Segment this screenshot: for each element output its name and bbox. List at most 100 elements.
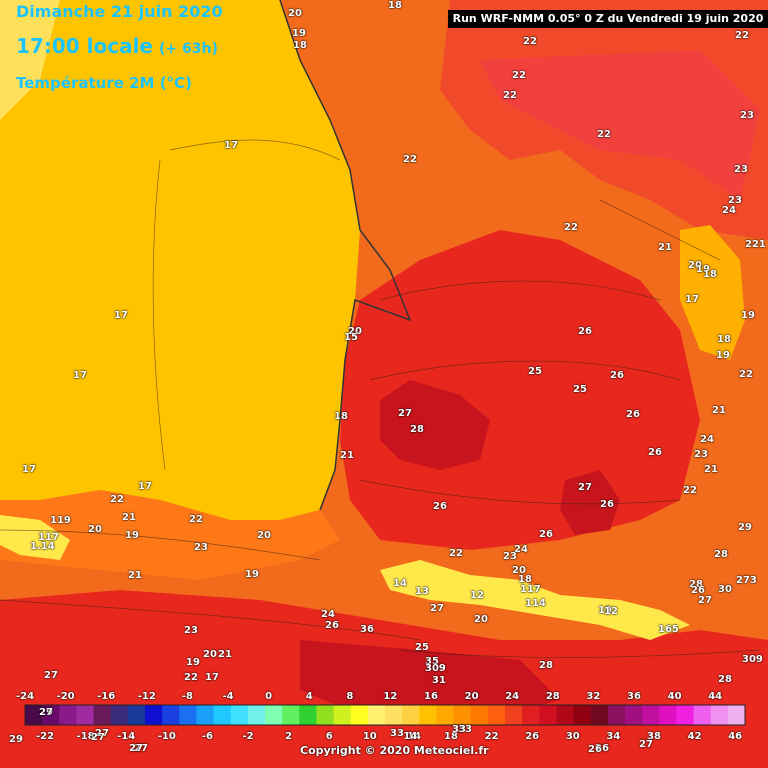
- temperature-value-label: 18: [518, 574, 532, 585]
- temperature-value-label: 23: [694, 449, 708, 460]
- temperature-value-label: 22: [735, 30, 749, 41]
- temperature-value-label: 23: [503, 551, 517, 562]
- temperature-value-label: 22: [503, 90, 517, 101]
- atlantic-ocean: [0, 0, 360, 520]
- temperature-value-label: 26: [691, 585, 705, 596]
- scale-swatch: [402, 705, 420, 725]
- alps-cold-area: [680, 225, 745, 360]
- scale-swatch: [419, 705, 437, 725]
- scale-swatch: [453, 705, 472, 725]
- temperature-value-label: 27: [578, 482, 592, 493]
- temperature-value-label: 17: [73, 370, 87, 381]
- temperature-value-label: 28: [410, 424, 424, 435]
- scale-swatch: [539, 705, 557, 725]
- forecast-time-value: 17:00 locale: [16, 34, 153, 58]
- temperature-value-label: 273: [736, 575, 757, 586]
- temperature-value-label: 21: [340, 450, 354, 461]
- scale-swatch: [590, 705, 609, 725]
- scale-swatch: [625, 705, 643, 725]
- temperature-value-label: 12: [470, 590, 484, 601]
- scale-swatch: [230, 705, 249, 725]
- scale-swatch: [333, 705, 352, 725]
- temperature-value-label: 26: [539, 529, 553, 540]
- temperature-value-label: 23: [734, 164, 748, 175]
- temperature-value-label: 19: [741, 310, 755, 321]
- temperature-value-label: 165: [658, 624, 679, 635]
- temperature-value-label: 26: [433, 501, 447, 512]
- temperature-value-label: 20: [474, 614, 488, 625]
- temperature-value-label: 20: [288, 8, 302, 19]
- scale-swatch: [385, 705, 403, 725]
- temperature-value-label: 17: [224, 140, 238, 151]
- forecast-offset: (+ 63h): [159, 41, 218, 57]
- forecast-date: Dimanche 21 juin 2020: [16, 2, 223, 21]
- temperature-value-label: 28: [539, 660, 553, 671]
- scale-swatch: [659, 705, 677, 725]
- temperature-value-label: 26: [626, 409, 640, 420]
- temperature-value-label: 22: [110, 494, 124, 505]
- scale-swatch: [25, 705, 43, 725]
- scale-swatch: [367, 705, 386, 725]
- temperature-value-label: 22: [449, 548, 463, 559]
- temperature-value-label: 27: [698, 595, 712, 606]
- scale-swatch: [282, 705, 300, 725]
- temperature-value-label: 22: [184, 672, 198, 683]
- scale-swatch: [76, 705, 95, 725]
- temperature-value-label: 221: [745, 239, 766, 250]
- temperature-value-label: 28: [718, 674, 732, 685]
- scale-swatch: [573, 705, 592, 725]
- temperature-value-label: 24: [321, 609, 335, 620]
- scale-swatch: [522, 705, 540, 725]
- scale-swatch: [42, 705, 60, 725]
- temperature-value-label: 26: [600, 499, 614, 510]
- temperature-value-label: 26: [578, 326, 592, 337]
- sea-pale-area: [0, 0, 60, 120]
- temperature-value-label: 17: [138, 481, 152, 492]
- hot-core-central: [380, 380, 490, 470]
- temperature-value-label: 30: [718, 584, 732, 595]
- iberia-north-band: [0, 490, 340, 580]
- temperature-value-label: 18: [388, 0, 402, 11]
- temperature-value-label: 21: [122, 512, 136, 523]
- forecast-time: 17:00 locale (+ 63h): [16, 34, 218, 58]
- scale-swatch: [213, 705, 232, 725]
- temperature-value-label: 24: [514, 544, 528, 555]
- temperature-value-label: 20: [512, 565, 526, 576]
- temperature-value-label: 25: [528, 366, 542, 377]
- hot-region-central: [340, 230, 700, 550]
- temperature-value-label: 19: [696, 264, 710, 275]
- scale-swatch: [487, 705, 506, 725]
- scale-swatch: [162, 705, 180, 725]
- temperature-value-label: 22: [739, 369, 753, 380]
- temperature-value-label: 17: [685, 294, 699, 305]
- temperature-value-label: 117: [38, 532, 59, 543]
- temperature-value-label: 33: [458, 724, 472, 735]
- scale-swatch: [110, 705, 129, 725]
- temperature-value-label: 20: [688, 260, 702, 271]
- scale-swatch: [676, 705, 695, 725]
- temperature-value-label: 27: [44, 670, 58, 681]
- scale-swatch: [693, 705, 712, 725]
- temperature-value-label: 29: [738, 522, 752, 533]
- temperature-value-label: 19: [245, 569, 259, 580]
- temperature-value-label: 14: [393, 578, 407, 589]
- scale-swatch: [145, 705, 163, 725]
- temperature-value-label: 28: [689, 579, 703, 590]
- temperature-value-label: 22: [597, 129, 611, 140]
- temperature-value-label: 18: [293, 40, 307, 51]
- temperature-value-label: 18: [334, 411, 348, 422]
- temperature-value-label: 19: [716, 350, 730, 361]
- temperature-value-label: 22: [564, 222, 578, 233]
- scale-swatch: [196, 705, 215, 725]
- scale-swatch: [93, 705, 112, 725]
- scale-swatch: [727, 705, 746, 725]
- temperature-value-label: 309: [742, 654, 763, 665]
- temperature-value-label: 23: [728, 195, 742, 206]
- temperature-value-label: 29: [39, 707, 53, 718]
- temperature-value-label: 35: [425, 656, 439, 667]
- run-info-banner: Run WRF-NMM 0.05° 0 Z du Vendredi 19 jui…: [448, 10, 768, 28]
- scale-swatch: [470, 705, 489, 725]
- temperature-value-label: 19: [598, 605, 612, 616]
- temperature-value-label: 23: [194, 542, 208, 553]
- temperature-value-label: 28: [714, 549, 728, 560]
